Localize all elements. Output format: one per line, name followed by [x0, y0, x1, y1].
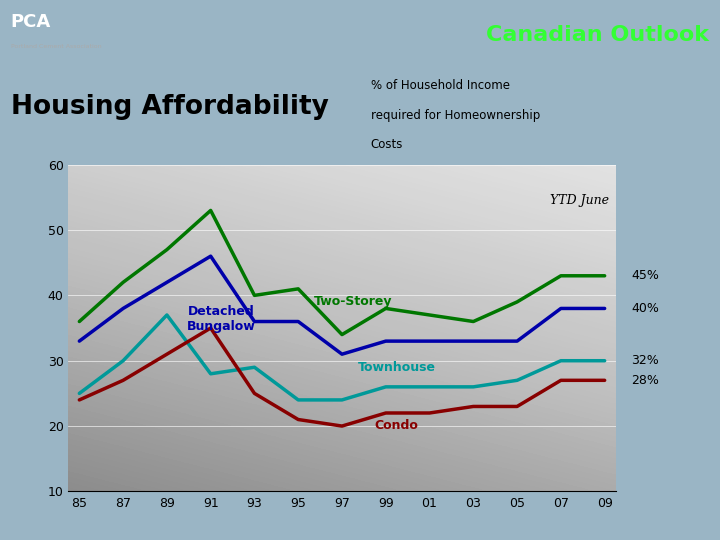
Text: Portland Cement Association: Portland Cement Association: [11, 44, 102, 49]
Text: Canadian Outlook: Canadian Outlook: [486, 25, 709, 45]
Text: Detached
Bungalow: Detached Bungalow: [187, 305, 256, 333]
Text: 40%: 40%: [631, 302, 659, 315]
Text: % of Household Income: % of Household Income: [371, 79, 510, 92]
Text: PCA: PCA: [11, 12, 51, 31]
Text: Two-Storey: Two-Storey: [314, 295, 392, 308]
Text: required for Homeownership: required for Homeownership: [371, 109, 540, 122]
Text: Condo: Condo: [375, 420, 418, 433]
Text: 32%: 32%: [631, 354, 659, 367]
Text: 28%: 28%: [631, 374, 659, 387]
Text: Townhouse: Townhouse: [358, 361, 436, 374]
Text: Housing Affordability: Housing Affordability: [11, 94, 328, 120]
Text: Costs: Costs: [371, 138, 403, 151]
Text: YTD June: YTD June: [550, 194, 609, 207]
Text: 45%: 45%: [631, 269, 659, 282]
